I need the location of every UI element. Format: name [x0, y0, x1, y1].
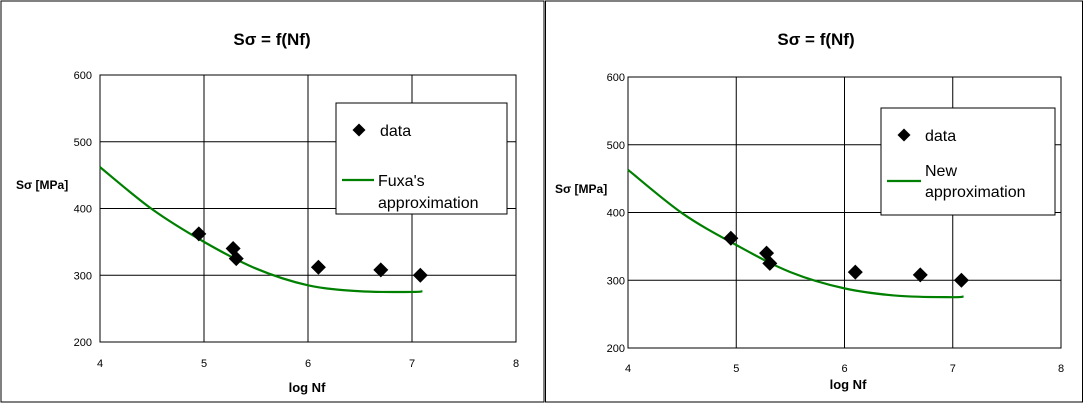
y-tick-label: 600	[74, 70, 92, 82]
x-axis-label: log Nf	[830, 377, 867, 392]
legend-label-approximation-line1: Fuxa's	[378, 173, 425, 190]
legend-box	[880, 107, 1056, 216]
x-tick-label: 7	[409, 358, 415, 370]
y-tick-label: 200	[74, 337, 92, 349]
data-point	[191, 226, 207, 242]
data-point	[228, 251, 244, 267]
chart-title: Sσ = f(Nf)	[777, 30, 854, 49]
x-axis-label: log Nf	[289, 380, 326, 395]
legend-label-approximation-line2: approximation	[925, 184, 1026, 201]
x-tick-label: 5	[733, 363, 739, 375]
data-point	[310, 259, 326, 275]
data-point	[953, 272, 969, 288]
legend-marker-diamond	[897, 128, 911, 142]
x-tick-label: 5	[201, 358, 207, 370]
legend-box	[335, 102, 508, 215]
y-tick-label: 500	[74, 137, 92, 149]
x-tick-label: 4	[97, 358, 103, 370]
data-point	[373, 262, 389, 278]
legend-label-approximation-line1: New	[925, 163, 957, 180]
x-tick-label: 7	[950, 363, 956, 375]
y-tick-label: 400	[607, 208, 625, 220]
y-tick-label: 400	[74, 204, 92, 216]
data-point	[912, 267, 928, 283]
approximation-line	[627, 168, 964, 299]
x-tick-label: 6	[305, 358, 311, 370]
y-axis-label: Sσ [MPa]	[16, 178, 68, 192]
y-tick-label: 500	[607, 140, 625, 152]
data-point	[723, 230, 739, 246]
y-axis-label: Sσ [MPa]	[555, 182, 607, 196]
approximation-line	[99, 166, 423, 294]
x-tick-label: 6	[841, 363, 847, 375]
y-tick-label: 200	[607, 343, 625, 355]
y-tick-label: 300	[74, 270, 92, 282]
x-tick-label: 8	[513, 358, 519, 370]
chart-right: Sσ = f(Nf) 4 5 6 7 8 200 300 400 500 600 Sσ [MPa] lo…	[545, 0, 1083, 403]
data-point	[412, 267, 428, 283]
legend-label-approximation-line2: approximation	[378, 195, 479, 212]
y-tick-label: 300	[607, 275, 625, 287]
x-tick-label: 4	[625, 363, 631, 375]
legend-label-data: data	[380, 123, 411, 140]
x-tick-label: 8	[1058, 363, 1064, 375]
chart-title: Sσ = f(Nf)	[233, 30, 310, 49]
y-tick-label: 600	[607, 72, 625, 84]
chart-left: Sσ = f(Nf) 4 5 6 7 8 200 300 400 500 600 Sσ [MPa] lo…	[0, 0, 545, 403]
data-point	[762, 255, 778, 271]
legend-marker-diamond	[352, 123, 366, 137]
data-point	[847, 264, 863, 280]
legend-label-data: data	[925, 128, 956, 145]
